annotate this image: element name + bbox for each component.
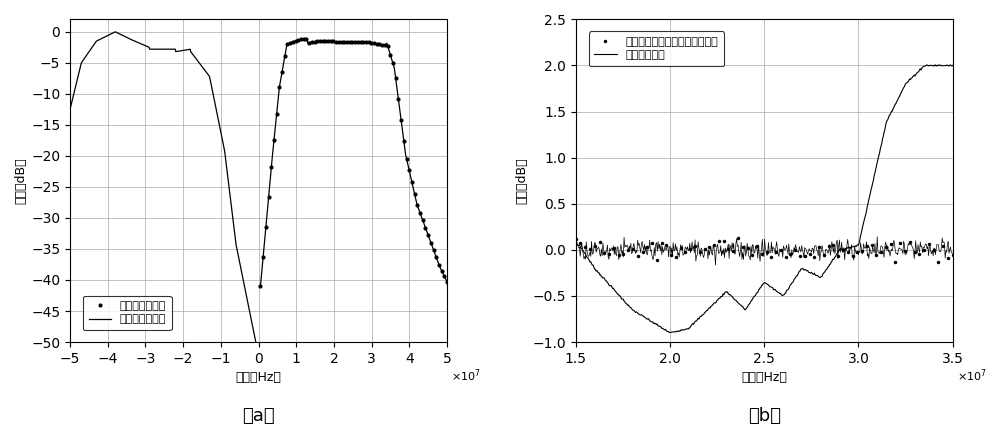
幅频响应逆近值 xyxy=(199,68,211,73)
Text: $\times10^7$: $\times10^7$ xyxy=(451,368,481,385)
原始幅频曲线 xyxy=(929,62,941,68)
原始幅频曲线 xyxy=(939,63,951,68)
幅频响应理论值 xyxy=(254,284,266,289)
幅频响应逆近值 xyxy=(64,107,76,112)
Line: 幅频响应理论值: 幅频响应理论值 xyxy=(258,37,449,288)
带宽内：补偿后的幅频响应曲线 xyxy=(889,259,901,265)
原始幅频曲线 xyxy=(663,330,675,335)
带宽内：补偿后的幅频响应曲线 xyxy=(804,251,816,257)
幅频响应理论值 xyxy=(414,210,426,216)
幅频响应逆近值 xyxy=(138,42,150,48)
幅频响应逆近值 xyxy=(251,344,263,349)
带宽内：补偿后的幅频响应曲线 xyxy=(570,236,582,241)
原始幅频曲线 xyxy=(570,242,582,247)
Text: $\times10^7$: $\times10^7$ xyxy=(957,368,986,385)
Y-axis label: 幅度（dB）: 幅度（dB） xyxy=(14,157,27,204)
带宽内：补偿后的幅频响应曲线 xyxy=(913,251,925,257)
带宽内：补偿后的幅频响应曲线 xyxy=(947,252,959,257)
Y-axis label: 幅度（dB）: 幅度（dB） xyxy=(515,157,528,204)
带宽内：补偿后的幅频响应曲线 xyxy=(832,253,844,259)
幅频响应理论值 xyxy=(279,53,291,59)
Text: （b）: （b） xyxy=(748,407,781,425)
带宽内：补偿后的幅频响应曲线 xyxy=(732,235,744,240)
幅频响应理论值 xyxy=(417,217,429,223)
Line: 幅频响应逆近值: 幅频响应逆近值 xyxy=(70,32,257,347)
带宽内：补偿后的幅频响应曲线 xyxy=(799,254,811,259)
X-axis label: 频率（Hz）: 频率（Hz） xyxy=(741,371,787,385)
原始幅频曲线 xyxy=(795,267,807,272)
原始幅频曲线 xyxy=(947,63,959,68)
幅频响应理论值 xyxy=(300,36,312,42)
Line: 带宽内：补偿后的幅频响应曲线: 带宽内：补偿后的幅频响应曲线 xyxy=(574,236,954,264)
幅频响应逆近值 xyxy=(182,47,194,52)
原始幅频曲线 xyxy=(752,290,764,295)
X-axis label: 频率（Hz）: 频率（Hz） xyxy=(236,371,281,385)
原始幅频曲线 xyxy=(750,293,762,298)
幅频响应逆近值 xyxy=(109,29,121,34)
原始幅频曲线 xyxy=(774,291,786,296)
Legend: 带宽内：补偿后的幅频响应曲线, 原始幅频曲线: 带宽内：补偿后的幅频响应曲线, 原始幅频曲线 xyxy=(589,31,724,66)
幅频响应理论值 xyxy=(360,39,372,45)
幅频响应理论值 xyxy=(441,279,453,285)
Legend: 幅频响应理论值, 幅频响应逆近值: 幅频响应理论值, 幅频响应逆近值 xyxy=(83,296,172,330)
幅频响应理论值 xyxy=(298,36,310,42)
Line: 原始幅频曲线: 原始幅频曲线 xyxy=(576,65,953,332)
幅频响应逆近值 xyxy=(200,69,212,75)
带宽内：补偿后的幅频响应曲线 xyxy=(818,252,830,258)
原始幅频曲线 xyxy=(880,123,892,129)
带宽内：补偿后的幅频响应曲线 xyxy=(742,245,754,250)
幅频响应理论值 xyxy=(314,38,326,44)
幅频响应逆近值 xyxy=(86,44,98,50)
幅频响应逆近值 xyxy=(125,37,137,42)
Text: （a）: （a） xyxy=(242,407,275,425)
